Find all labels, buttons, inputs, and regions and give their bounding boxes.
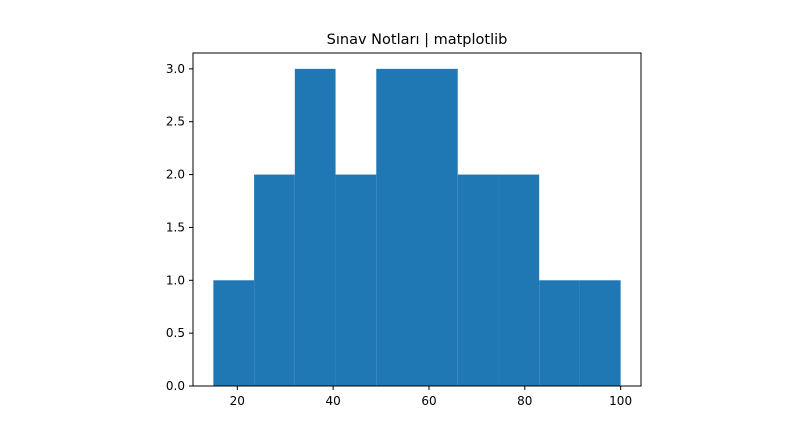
histogram-bar — [417, 68, 458, 386]
y-tick-label: 1.5 — [166, 220, 185, 234]
chart-title: Sınav Notları | matplotlib — [327, 32, 508, 48]
x-tick-label: 40 — [326, 394, 341, 408]
histogram-bar — [376, 68, 417, 386]
y-tick-label: 2.0 — [166, 168, 185, 182]
histogram-bar — [335, 174, 377, 386]
histogram-bar — [579, 280, 621, 386]
x-tick-label: 20 — [230, 394, 245, 408]
histogram-bar — [457, 174, 499, 386]
histogram-bar — [539, 280, 580, 386]
y-tick-label: 0.5 — [166, 326, 185, 340]
histogram-bar — [213, 280, 255, 386]
y-tick-label: 1.0 — [166, 273, 185, 287]
histogram-bar — [254, 174, 295, 386]
y-tick-label: 2.5 — [166, 115, 185, 129]
histogram-bar — [498, 174, 540, 386]
x-tick-label: 80 — [517, 394, 532, 408]
histogram-bar — [294, 68, 336, 386]
y-tick-label: 3.0 — [166, 62, 185, 76]
x-axis-ticks: 20 40 60 80 100 — [230, 386, 632, 408]
y-tick-label: 0.0 — [166, 379, 185, 393]
bars-group — [213, 68, 621, 386]
plot-frame — [192, 52, 642, 387]
x-tick-label: 100 — [609, 394, 632, 408]
y-axis-ticks: 0.0 0.5 1.0 1.5 2.0 2.5 3.0 — [166, 62, 193, 393]
x-tick-label: 60 — [421, 394, 436, 408]
